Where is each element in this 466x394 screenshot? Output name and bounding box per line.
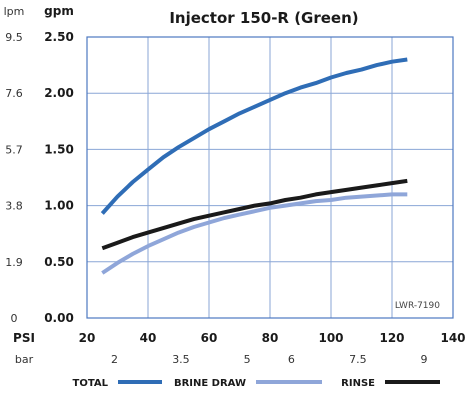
- x-tick-label: 60: [201, 331, 218, 345]
- bar-tick-label: 2: [111, 353, 118, 366]
- x-tick-label: 80: [262, 331, 279, 345]
- bar-tick-label: 7.5: [349, 353, 367, 366]
- y-tick-label: 1.00: [44, 199, 74, 213]
- y-tick-label: 1.50: [44, 142, 74, 156]
- legend-label-rinse: RINSE: [341, 378, 375, 389]
- lpm-tick-label: 0: [11, 312, 18, 325]
- x-tick-label: 140: [440, 331, 465, 345]
- y-tick-label: 0.00: [44, 311, 74, 325]
- lpm-tick-label: 5.7: [5, 143, 23, 156]
- x-tick-label: 40: [140, 331, 157, 345]
- y-axis-unit-label: gpm: [44, 4, 74, 18]
- x-tick-label: 100: [318, 331, 343, 345]
- y-tick-label: 0.50: [44, 255, 74, 269]
- legend-label-brine-draw: BRINE DRAW: [174, 378, 246, 389]
- x-axis-unit-label: PSI: [13, 331, 35, 345]
- lpm-tick-label: 3.8: [5, 200, 23, 213]
- lpm-tick-label: 1.9: [5, 256, 23, 269]
- series-lines: [100, 57, 408, 275]
- series-line-rinse: [101, 178, 408, 251]
- series-line-brine-draw: [101, 192, 408, 275]
- chart-code-label: LWR-7190: [395, 301, 440, 311]
- lpm-tick-label: 9.5: [5, 31, 23, 44]
- legend: TOTAL BRINE DRAW RINSE: [73, 378, 440, 389]
- bar-tick-label: 6: [288, 353, 295, 366]
- bar-tick-label: 9: [421, 353, 428, 366]
- bar-tick-label: 3.5: [172, 353, 190, 366]
- chart-title: Injector 150-R (Green): [169, 9, 358, 27]
- y-tick-label: 2.50: [44, 30, 74, 44]
- y-secondary-unit-label: lpm: [4, 5, 25, 18]
- x-secondary-unit-label: bar: [15, 353, 34, 366]
- grid-lines: [86, 36, 454, 319]
- plot-frame: [86, 36, 454, 319]
- axis-ticks: 20 40 60 80 100 120 140 2 3.5 5 6 7.5 9 0.00 0.50 1.00 1…: [5, 30, 465, 366]
- lpm-tick-label: 7.6: [5, 87, 23, 100]
- series-line-total: [100, 57, 408, 215]
- bar-tick-label: 5: [244, 353, 251, 366]
- x-tick-label: 120: [379, 331, 404, 345]
- legend-label-total: TOTAL: [73, 378, 109, 389]
- y-tick-label: 2.00: [44, 86, 74, 100]
- x-tick-label: 20: [79, 331, 96, 345]
